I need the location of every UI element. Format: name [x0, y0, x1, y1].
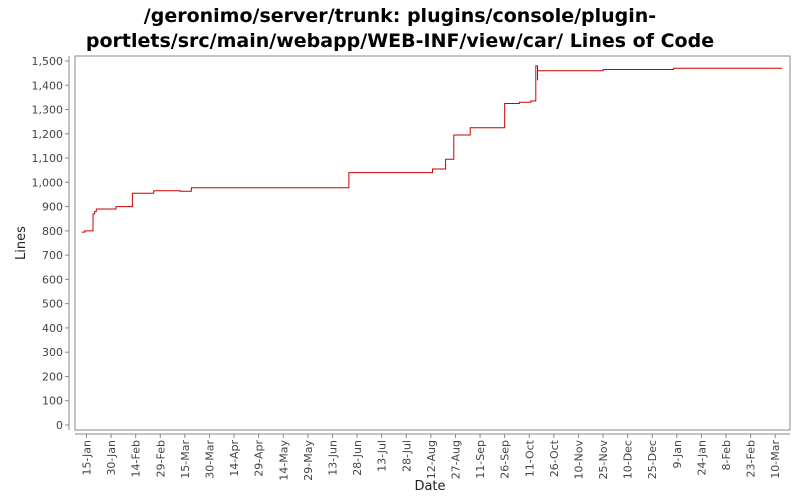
x-tick-label: 25-Nov	[597, 440, 610, 480]
x-tick-label: 15-Mar	[179, 440, 192, 479]
x-tick-label: 11-Sep	[474, 440, 487, 479]
chart-title: /geronimo/server/trunk: plugins/console/…	[0, 4, 800, 54]
x-tick-label: 14-Feb	[130, 440, 143, 477]
x-tick-label: 10-Dec	[622, 440, 635, 479]
x-tick-label: 13-Jun	[326, 440, 339, 476]
x-tick-label: 29-Feb	[154, 440, 167, 477]
y-tick-label: 1,200	[32, 128, 64, 141]
y-tick-label: 1,500	[32, 55, 64, 68]
y-tick-label: 900	[42, 201, 63, 214]
x-tick-label: 29-May	[302, 440, 315, 481]
x-tick-label: 26-Oct	[548, 439, 561, 477]
x-tick-label: 10-Mar	[769, 440, 782, 479]
x-tick-label: 23-Feb	[745, 440, 758, 477]
plot-area	[74, 55, 791, 431]
y-axis: 0 100 200 300 400 500 600 700 800 900 1,000 1,100 1,…	[32, 55, 70, 432]
series-line-lines-of-code	[81, 65, 783, 233]
x-tick-label: 14-Apr	[228, 440, 241, 477]
y-tick-label: 1,000	[32, 176, 64, 189]
x-tick-label: 9-Jan	[671, 440, 684, 469]
y-axis-title: Lines	[14, 226, 29, 260]
y-tick-label: 1,400	[32, 79, 64, 92]
x-axis-title: Date	[414, 479, 445, 494]
y-tick-label: 100	[42, 395, 63, 408]
y-tick-label: 800	[42, 225, 63, 238]
x-tick-label: 11-Oct	[523, 439, 536, 477]
x-axis: 15-Jan 30-Jan 14-Feb 29-Feb 15-Mar 30-Mar 14-A…	[75, 433, 790, 481]
x-tick-label: 28-Jul	[400, 440, 413, 472]
x-tick-label: 14-May	[277, 440, 290, 481]
x-tick-label: 8-Feb	[720, 440, 733, 470]
y-tick-label: 0	[56, 419, 63, 432]
x-tick-label: 13-Jul	[376, 440, 389, 472]
y-tick-label: 300	[42, 346, 63, 359]
x-tick-label: 28-Jun	[351, 440, 364, 476]
x-tick-label: 30-Jan	[105, 440, 118, 476]
y-tick-label: 200	[42, 370, 63, 383]
x-tick-label: 30-Mar	[203, 440, 216, 479]
y-tick-label: 600	[42, 273, 63, 286]
y-tick-label: 500	[42, 298, 63, 311]
y-tick-label: 1,300	[32, 104, 64, 117]
chart-title-line-2: portlets/src/main/webapp/WEB-INF/view/ca…	[85, 30, 715, 52]
y-tick-label: 700	[42, 249, 63, 262]
x-tick-label: 25-Dec	[646, 440, 659, 479]
x-tick-label: 15-Jan	[80, 440, 93, 476]
x-tick-label: 29-Apr	[253, 440, 266, 477]
x-tick-label: 10-Nov	[572, 440, 585, 480]
y-tick-label: 1,100	[32, 152, 64, 165]
x-tick-label: 26-Sep	[499, 440, 512, 479]
x-tick-label: 24-Jan	[695, 440, 708, 476]
chart-title-line-1: /geronimo/server/trunk: plugins/console/…	[143, 5, 657, 27]
x-tick-label: 12-Aug	[425, 440, 438, 479]
x-tick-label: 27-Aug	[449, 440, 462, 479]
y-tick-label: 400	[42, 322, 63, 335]
